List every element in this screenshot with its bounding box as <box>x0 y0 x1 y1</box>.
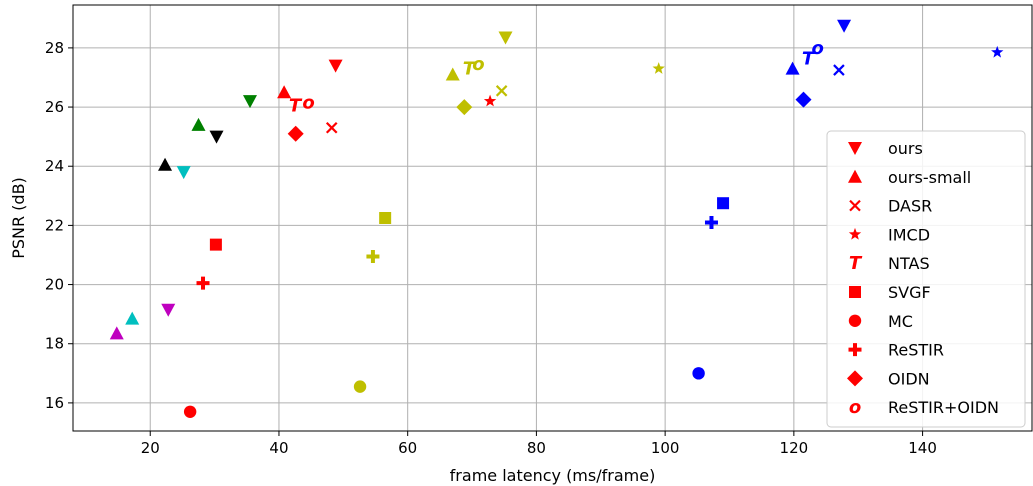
point-restir-oidn: o <box>811 38 823 59</box>
legend-entry-label: DASR <box>888 197 932 216</box>
legend-marker <box>848 169 862 183</box>
point-mc <box>183 405 197 418</box>
legend-marker <box>848 314 862 327</box>
legend-marker <box>848 142 862 155</box>
point-ntas: T <box>802 48 816 69</box>
legend-marker <box>848 343 862 357</box>
x-axis-label: frame latency (ms/frame) <box>450 466 656 485</box>
point-ours <box>161 303 176 317</box>
point-imcd <box>483 94 497 107</box>
legend-marker <box>849 199 861 212</box>
axis-ticks: 20 40 60 80 100 120 140 16 18 20 22 24 26 28 <box>45 39 937 457</box>
point-imcd <box>652 62 665 74</box>
point-svgf <box>717 197 730 210</box>
point-dasr <box>833 64 845 76</box>
point-ours-small <box>191 117 206 131</box>
point-ntas: T <box>289 96 303 117</box>
point-ours-small <box>277 85 292 99</box>
y-tick-label: 24 <box>45 157 64 175</box>
legend: ours ours-small DASR IMCD T NTAS SVGF MC ReSTIR O… <box>826 130 1026 428</box>
legend-entry-label: ours <box>888 139 923 158</box>
legend-entry-label: ReSTIR <box>888 341 944 360</box>
point-ours-small <box>158 157 173 171</box>
point-ours-small <box>125 311 140 325</box>
legend-marker <box>849 286 861 298</box>
legend-entry-label: NTAS <box>888 254 930 273</box>
point-restir <box>704 215 718 229</box>
point-dasr <box>325 121 338 134</box>
svg-text:T: T <box>802 48 816 69</box>
point-ours <box>837 19 852 33</box>
point-ours-small <box>445 67 460 81</box>
point-mc <box>353 380 367 393</box>
legend-marker <box>847 370 863 387</box>
legend-box <box>826 130 1026 428</box>
point-oidn <box>456 99 473 116</box>
svg-text:T: T <box>463 59 477 80</box>
point-restir <box>196 276 210 290</box>
point-restir-oidn: o <box>302 93 314 114</box>
point-restir <box>366 249 380 263</box>
point-ntas: T <box>463 59 477 80</box>
legend-entry-label: OIDN <box>888 369 930 388</box>
svg-text:T: T <box>849 253 863 274</box>
point-ours <box>498 31 513 45</box>
point-imcd <box>991 45 1004 58</box>
y-tick-label: 28 <box>45 39 64 57</box>
y-tick-label: 18 <box>45 335 64 353</box>
svg-text:o: o <box>302 93 314 114</box>
legend-entry-label: IMCD <box>888 225 930 244</box>
legend-marker <box>848 227 862 240</box>
point-dasr <box>495 85 508 97</box>
legend-entry-label: ours-small <box>888 168 971 187</box>
x-tick-label: 140 <box>908 439 937 457</box>
legend-entry-label: ReSTIR+OIDN <box>888 398 999 417</box>
legend-entry-label: SVGF <box>888 283 931 302</box>
x-tick-label: 40 <box>269 439 288 457</box>
point-oidn <box>287 125 304 142</box>
y-tick-label: 22 <box>45 216 64 234</box>
legend-entry-label: MC <box>888 312 913 331</box>
y-tick-label: 16 <box>45 394 64 412</box>
svg-text:T: T <box>289 96 303 117</box>
x-tick-label: 20 <box>141 439 160 457</box>
point-restir-oidn: o <box>472 54 484 75</box>
point-ours-small <box>109 326 124 340</box>
x-tick-label: 80 <box>527 439 546 457</box>
plot-area-frame <box>72 4 1033 432</box>
point-mc <box>692 367 705 380</box>
svg-text:o: o <box>811 38 823 59</box>
point-ours <box>176 166 191 180</box>
point-ours-small <box>785 61 800 75</box>
legend-marker: T <box>849 253 863 274</box>
legend-marker: o <box>849 397 861 418</box>
point-svgf <box>379 212 392 224</box>
point-svgf <box>209 238 222 251</box>
point-ours <box>242 95 257 109</box>
point-ours <box>209 130 224 144</box>
svg-text:o: o <box>472 54 484 75</box>
y-tick-label: 26 <box>45 98 64 116</box>
x-tick-label: 100 <box>651 439 680 457</box>
x-tick-label: 120 <box>780 439 809 457</box>
point-ours <box>328 59 343 73</box>
y-tick-label: 20 <box>45 276 64 294</box>
svg-text:o: o <box>849 397 861 418</box>
x-tick-label: 60 <box>398 439 417 457</box>
y-axis-label: PSNR (dB) <box>9 177 28 259</box>
point-oidn <box>795 91 812 108</box>
